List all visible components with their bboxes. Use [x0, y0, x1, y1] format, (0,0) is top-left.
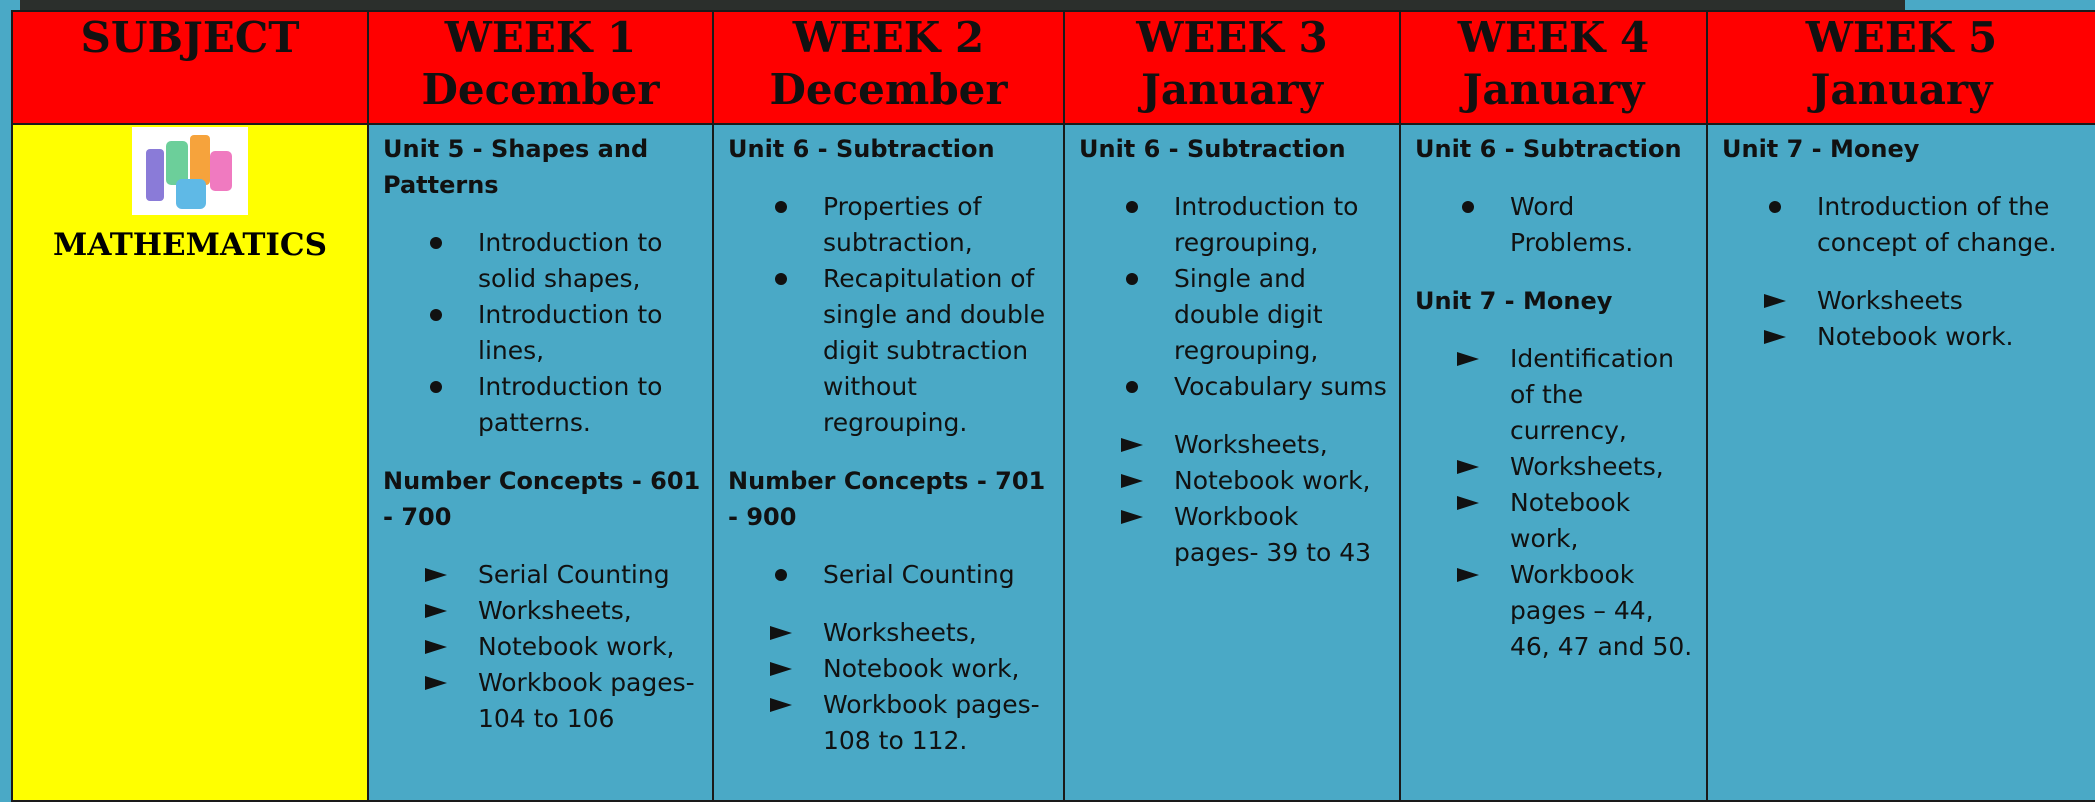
topic-item: Vocabulary sums [1126, 369, 1389, 405]
topic-item: Notebook work, [425, 629, 702, 665]
topic-item: Word Problems. [1462, 189, 1696, 261]
subject-cell: MATHEMATICS [11, 123, 369, 802]
unit-heading: Unit 5 - Shapes and Patterns [383, 135, 649, 199]
header-row: SUBJECT WEEK 1 December WEEK 2 December WEEK… [11, 10, 2095, 125]
topic-list: Properties of subtraction, Recapitulation… [728, 189, 1053, 441]
week-label: WEEK 1 [444, 13, 637, 62]
topic-item: Properties of subtraction, [775, 189, 1053, 261]
topic-list: Worksheets, Notebook work, Workbook pages-… [728, 615, 1053, 759]
unit-heading: Unit 7 - Money [1722, 135, 1920, 163]
unit-heading: Number Concepts - 601 - 700 [383, 467, 701, 531]
unit-heading: Unit 6 - Subtraction [1079, 135, 1346, 163]
topic-list: Introduction to solid shapes, Introductio… [383, 225, 702, 441]
topic-item: Workbook pages- 104 to 106 [425, 665, 702, 737]
header-cell: WEEK 4 January [1399, 10, 1708, 125]
header-cell: WEEK 5 January [1706, 10, 2095, 125]
topic-list: Serial Counting Worksheets, Notebook work,… [383, 557, 702, 737]
topic-list: Introduction to regrouping, Single and do… [1079, 189, 1389, 405]
topic-item: Workbook pages – 44, 46, 47 and 50. [1457, 557, 1696, 665]
week-cell: Unit 6 - Subtraction Properties of subtra… [712, 123, 1065, 802]
top-bar [20, 0, 1905, 10]
topic-list: Serial Counting [728, 557, 1053, 593]
topic-list: Word Problems. [1415, 189, 1696, 261]
month-label: December [421, 65, 660, 114]
month-label: January [1462, 65, 1645, 114]
math-icon [132, 127, 248, 215]
unit-heading: Unit 6 - Subtraction [1415, 135, 1682, 163]
topic-item: Worksheets [1764, 283, 2085, 319]
topic-item: Single and double digit regrouping, [1126, 261, 1389, 369]
topic-item: Serial Counting [775, 557, 1053, 593]
topic-list: Worksheets Notebook work. [1722, 283, 2085, 355]
topic-item: Notebook work. [1764, 319, 2085, 355]
topic-item: Recapitulation of single and double digi… [775, 261, 1053, 441]
topic-item: Notebook work, [1121, 463, 1389, 499]
week-label: WEEK 4 [1457, 13, 1650, 62]
header-cell: WEEK 1 December [367, 10, 714, 125]
week-cell: Unit 7 - Money Introduction of the concep… [1706, 123, 2095, 802]
unit-heading: Unit 6 - Subtraction [728, 135, 995, 163]
header-cell: WEEK 2 December [712, 10, 1065, 125]
topic-item: Introduction to lines, [430, 297, 702, 369]
unit-heading: Unit 7 - Money [1415, 287, 1613, 315]
subject-name: MATHEMATICS [53, 227, 327, 263]
header-cell: WEEK 3 January [1063, 10, 1401, 125]
week-cell: Unit 5 - Shapes and Patterns Introduction… [367, 123, 714, 802]
week-label: WEEK 5 [1805, 13, 1998, 62]
week-cell: Unit 6 - Subtraction Word Problems. Unit 7… [1399, 123, 1708, 802]
topic-item: Notebook work, [770, 651, 1053, 687]
topic-item: Workbook pages- 39 to 43 [1121, 499, 1389, 571]
topic-item: Introduction to patterns. [430, 369, 702, 441]
week-label: WEEK 3 [1136, 13, 1328, 62]
topic-item: Serial Counting [425, 557, 702, 593]
unit-heading: Number Concepts - 701 - 900 [728, 467, 1046, 531]
header-cell: SUBJECT [11, 10, 369, 125]
body-row: MATHEMATICS Unit 5 - Shapes and Patterns… [11, 123, 2095, 802]
schedule-table: SUBJECT WEEK 1 December WEEK 2 December WEEK… [11, 10, 2095, 802]
topic-item: Worksheets, [1457, 449, 1696, 485]
month-label: January [1141, 65, 1323, 114]
topic-list: Introduction of the concept of change. [1722, 189, 2085, 261]
topic-item: Introduction to solid shapes, [430, 225, 702, 297]
topic-item: Worksheets, [425, 593, 702, 629]
week-label: WEEK 2 [792, 13, 985, 62]
topic-item: Introduction to regrouping, [1126, 189, 1389, 261]
month-label: December [769, 65, 1008, 114]
topic-item: Identification of the currency, [1457, 341, 1696, 449]
topic-item: Notebook work, [1457, 485, 1696, 557]
topic-item: Introduction of the concept of change. [1769, 189, 2085, 261]
month-label: January [1810, 65, 1993, 114]
topic-list: Worksheets, Notebook work, Workbook pages-… [1079, 427, 1389, 571]
topic-item: Worksheets, [770, 615, 1053, 651]
week-cell: Unit 6 - Subtraction Introduction to regr… [1063, 123, 1401, 802]
topic-item: Workbook pages- 108 to 112. [770, 687, 1053, 759]
topic-item: Worksheets, [1121, 427, 1389, 463]
topic-list: Identification of the currency, Worksheet… [1415, 341, 1696, 665]
